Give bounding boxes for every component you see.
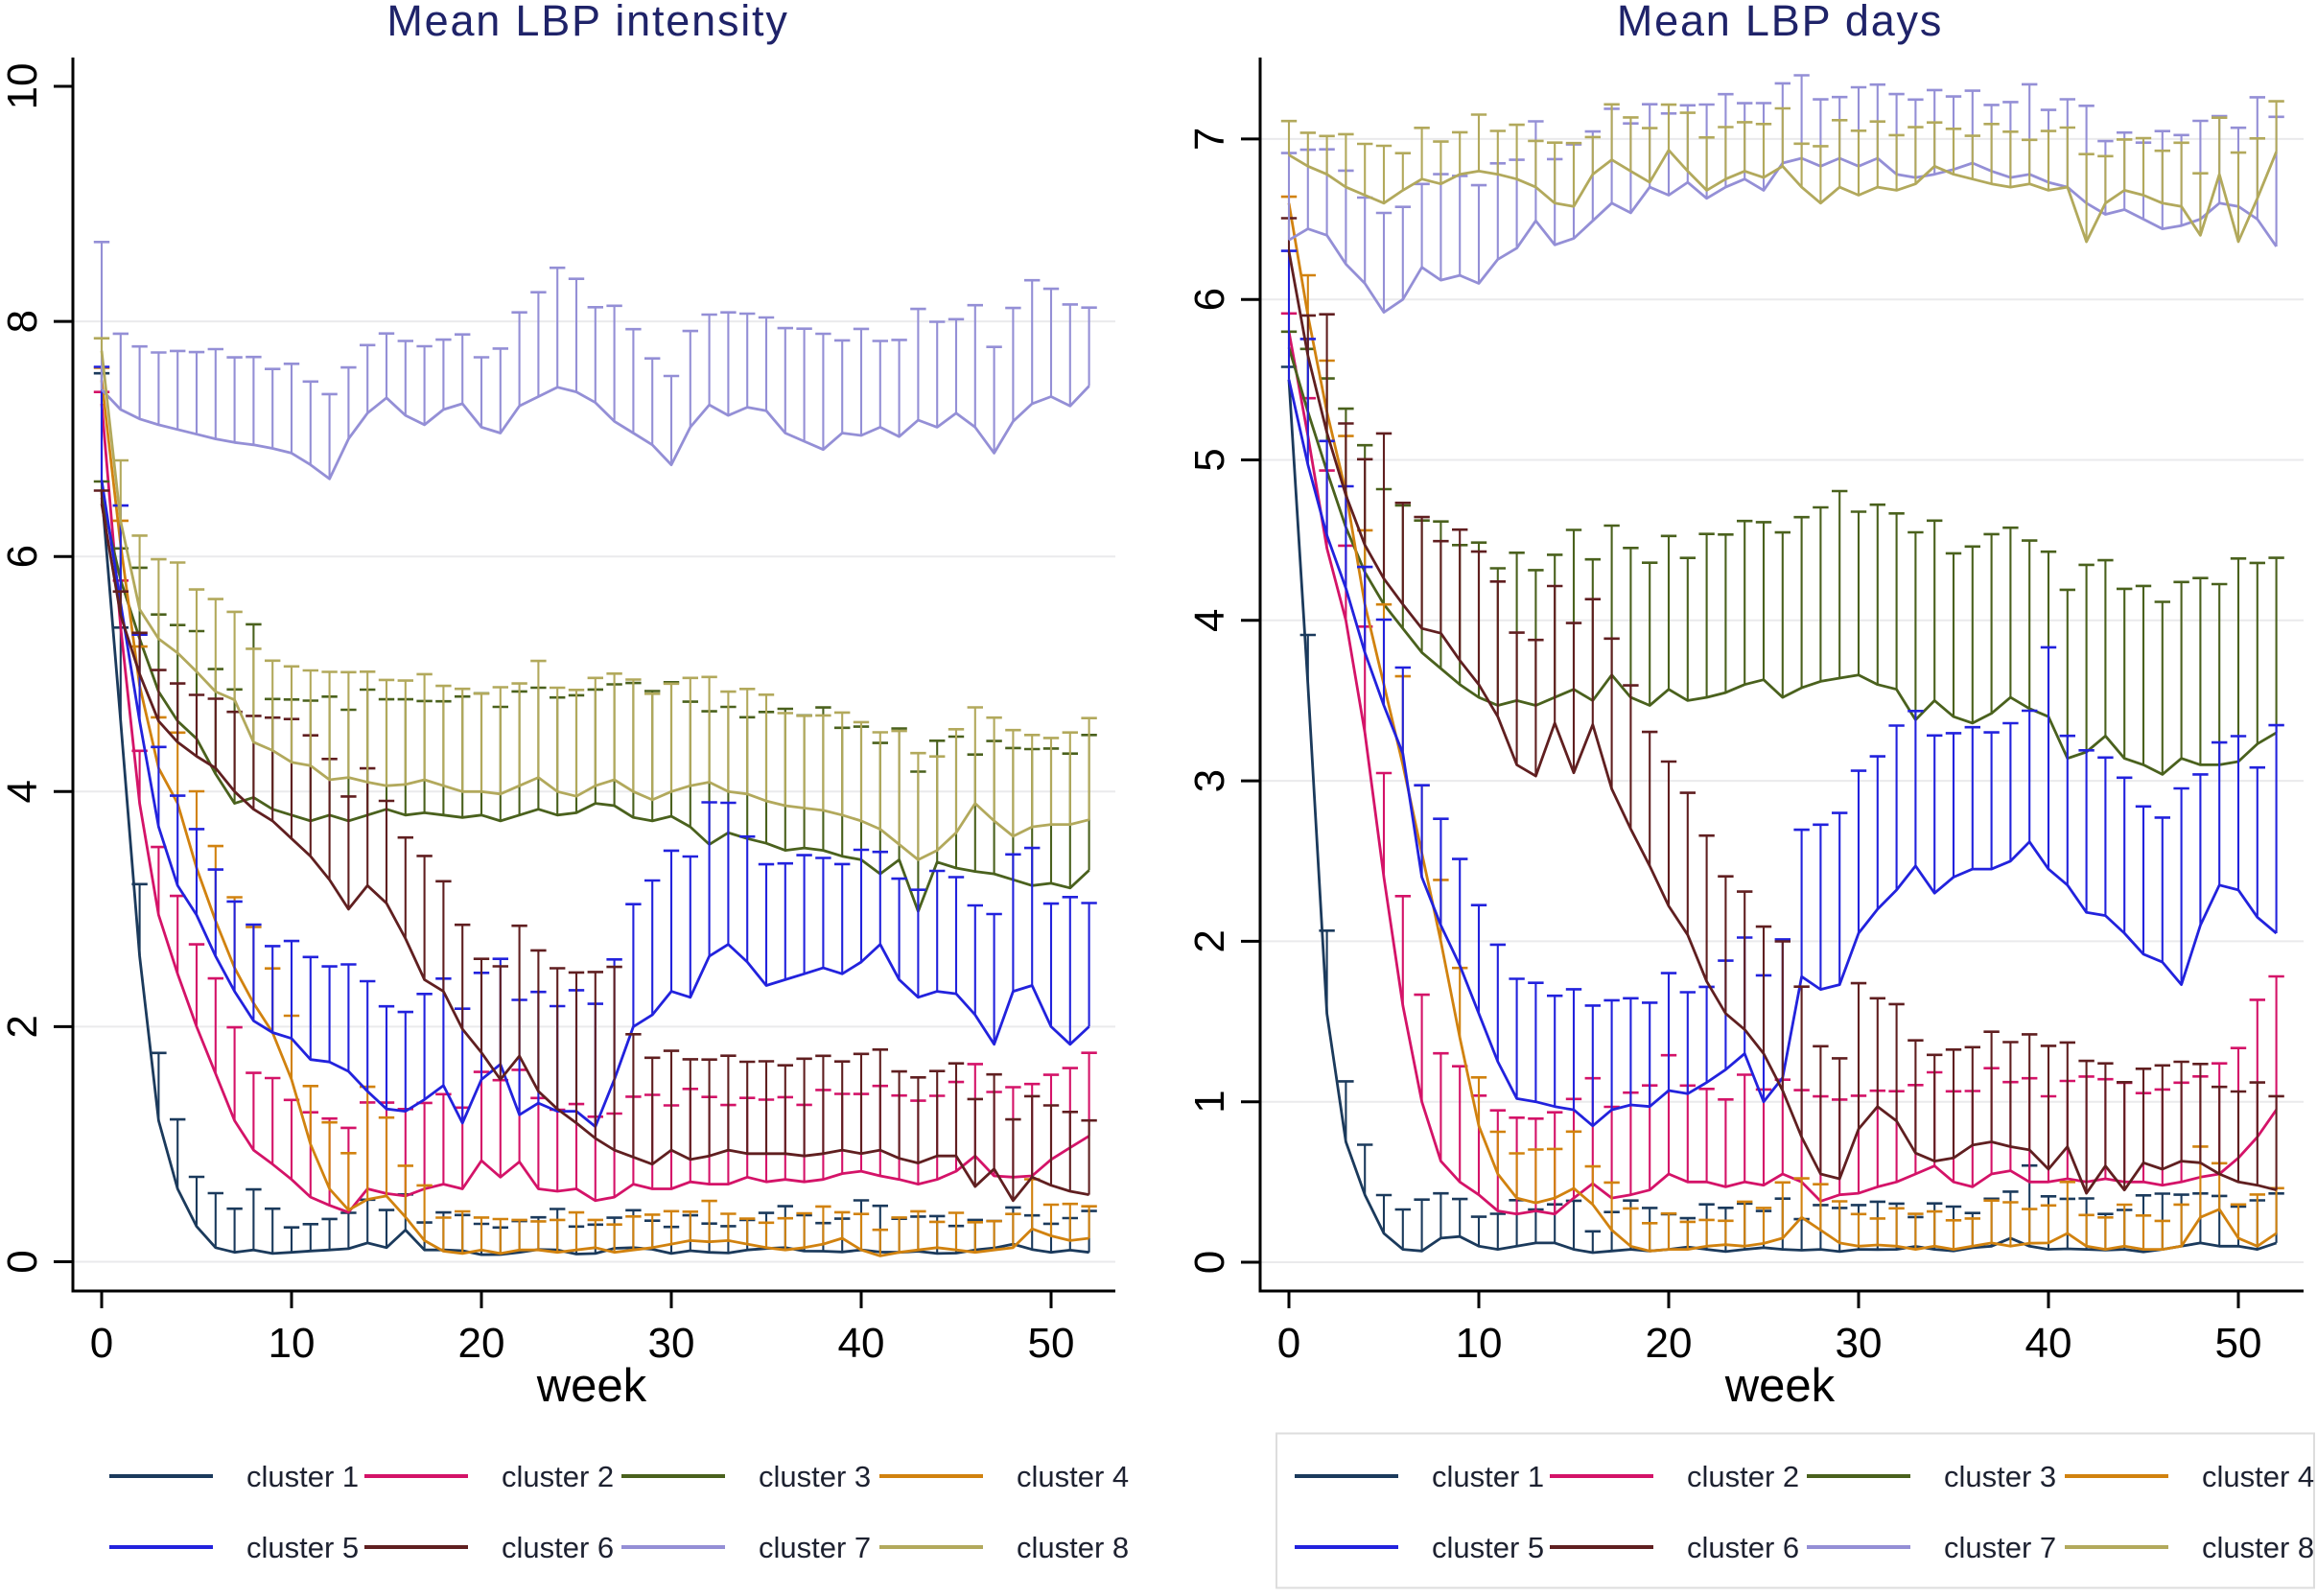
svg-text:50: 50 [1028,1320,1075,1367]
svg-text:cluster 8: cluster 8 [1017,1531,1129,1564]
svg-text:0: 0 [90,1320,113,1367]
svg-text:10: 10 [1456,1320,1503,1367]
svg-text:cluster 3: cluster 3 [1944,1460,2056,1493]
svg-text:0: 0 [1277,1320,1300,1367]
svg-text:8: 8 [0,310,46,333]
svg-text:cluster 4: cluster 4 [2202,1460,2314,1493]
svg-text:10: 10 [0,63,46,110]
svg-text:Mean LBP intensity: Mean LBP intensity [386,0,788,45]
svg-text:6: 6 [1186,288,1233,311]
svg-text:week: week [1724,1360,1836,1412]
svg-text:3: 3 [1186,769,1233,792]
svg-text:1: 1 [1186,1090,1233,1113]
svg-text:cluster 2: cluster 2 [502,1460,614,1493]
svg-text:cluster 3: cluster 3 [759,1460,871,1493]
svg-text:cluster 8: cluster 8 [2202,1531,2314,1564]
svg-text:30: 30 [1836,1320,1883,1367]
svg-text:20: 20 [458,1320,505,1367]
svg-text:5: 5 [1186,448,1233,471]
svg-text:cluster 1: cluster 1 [1432,1460,1544,1493]
svg-text:4: 4 [0,780,46,803]
svg-text:week: week [536,1360,647,1412]
svg-text:cluster 6: cluster 6 [502,1531,614,1564]
svg-text:4: 4 [1186,609,1233,632]
svg-text:50: 50 [2215,1320,2262,1367]
svg-text:40: 40 [838,1320,885,1367]
svg-text:2: 2 [0,1015,46,1038]
svg-text:cluster 1: cluster 1 [246,1460,359,1493]
svg-text:10: 10 [269,1320,316,1367]
svg-text:2: 2 [1186,929,1233,952]
svg-text:0: 0 [1186,1251,1233,1274]
svg-text:7: 7 [1186,128,1233,151]
svg-text:6: 6 [0,545,46,568]
svg-text:40: 40 [2025,1320,2072,1367]
svg-text:Mean LBP days: Mean LBP days [1617,0,1943,45]
svg-text:cluster 7: cluster 7 [1944,1531,2056,1564]
svg-text:cluster 6: cluster 6 [1687,1531,1799,1564]
svg-text:cluster 2: cluster 2 [1687,1460,1799,1493]
svg-text:cluster 4: cluster 4 [1017,1460,1129,1493]
svg-text:30: 30 [648,1320,695,1367]
svg-text:0: 0 [0,1250,46,1273]
svg-text:cluster 5: cluster 5 [246,1531,359,1564]
svg-text:cluster 7: cluster 7 [759,1531,871,1564]
svg-text:cluster 5: cluster 5 [1432,1531,1544,1564]
svg-text:20: 20 [1646,1320,1693,1367]
